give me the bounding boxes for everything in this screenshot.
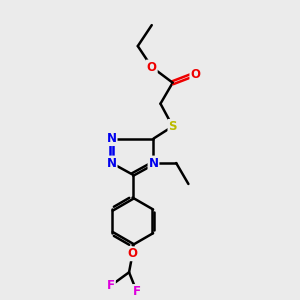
Text: N: N [106, 132, 117, 145]
Text: O: O [128, 247, 137, 260]
Text: F: F [107, 279, 115, 292]
Text: O: O [147, 61, 157, 74]
Text: N: N [106, 157, 117, 169]
Text: F: F [133, 285, 141, 298]
Text: N: N [148, 157, 158, 169]
Text: O: O [190, 68, 200, 80]
Text: S: S [168, 120, 177, 133]
